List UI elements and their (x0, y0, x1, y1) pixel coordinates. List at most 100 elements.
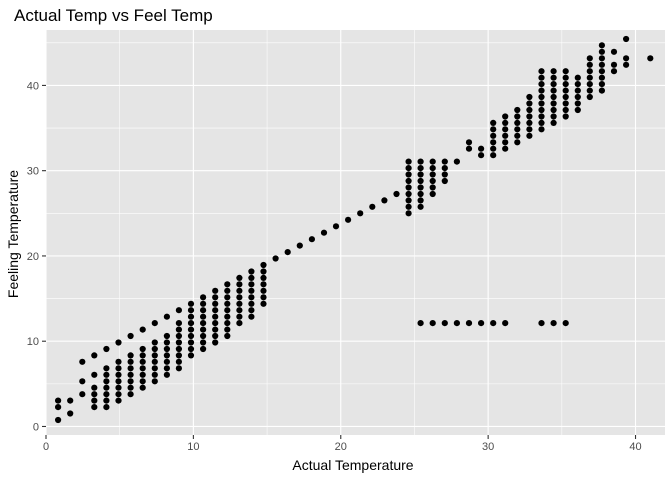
data-point (550, 106, 557, 114)
data-point (163, 365, 170, 372)
data-point (586, 55, 593, 62)
data-point (151, 352, 158, 359)
data-point (260, 287, 267, 294)
data-point (332, 223, 340, 230)
data-point (224, 326, 231, 333)
data-point (151, 320, 158, 327)
data-point (127, 365, 134, 372)
data-point (163, 345, 170, 353)
data-point (514, 106, 521, 114)
data-point (562, 74, 569, 81)
data-point (236, 300, 243, 307)
data-point (405, 177, 412, 185)
data-point (417, 171, 424, 178)
data-point (429, 171, 436, 178)
data-point (187, 326, 195, 333)
data-point (187, 345, 195, 353)
data-point (405, 184, 412, 191)
data-point (441, 165, 448, 172)
data-point (586, 74, 593, 81)
data-point (647, 55, 654, 62)
data-point (502, 132, 509, 139)
data-point (103, 345, 110, 353)
data-point (127, 391, 134, 398)
data-point (187, 313, 195, 320)
data-point (103, 371, 110, 378)
data-point (345, 216, 352, 223)
data-point (127, 384, 134, 391)
data-point (550, 113, 557, 120)
data-point (441, 158, 448, 165)
data-point (224, 281, 231, 288)
data-point (417, 197, 424, 204)
data-point (79, 358, 86, 365)
data-point (200, 313, 207, 320)
data-point (236, 287, 243, 294)
data-point (502, 113, 509, 120)
data-point (586, 81, 593, 88)
data-point (598, 42, 606, 49)
data-point (175, 307, 182, 314)
data-point (91, 391, 98, 398)
data-point (538, 68, 545, 75)
data-point (175, 365, 182, 372)
data-point (538, 81, 545, 88)
data-point (103, 365, 110, 372)
data-point (574, 100, 581, 107)
data-point (115, 365, 122, 372)
data-point (103, 384, 110, 391)
data-point (115, 397, 122, 404)
data-point (139, 378, 146, 385)
data-point (550, 100, 557, 107)
data-point (405, 197, 412, 204)
data-point (187, 352, 195, 359)
data-point (526, 93, 533, 101)
data-point (79, 391, 86, 398)
data-point (151, 371, 158, 378)
data-point (224, 320, 231, 327)
data-point (200, 320, 207, 327)
data-point (502, 320, 509, 327)
data-point (115, 378, 122, 385)
data-point (91, 397, 98, 404)
data-point (175, 326, 182, 333)
x-axis-title: Actual Temperature (292, 457, 413, 473)
data-point (526, 106, 533, 114)
data-point (586, 61, 593, 68)
x-tick-label: 20 (335, 441, 347, 453)
data-point (187, 320, 195, 327)
data-point (139, 384, 146, 391)
data-point (526, 126, 533, 133)
data-point (417, 158, 424, 165)
data-point (91, 384, 98, 391)
data-point (115, 384, 122, 391)
data-point (598, 81, 606, 88)
data-point (127, 332, 134, 340)
data-point (550, 119, 557, 126)
data-point (55, 416, 62, 424)
data-point (586, 87, 593, 94)
data-point (538, 320, 545, 327)
data-point (212, 326, 219, 333)
data-point (260, 300, 267, 307)
data-point (236, 294, 243, 301)
data-point (417, 320, 424, 327)
data-point (598, 68, 606, 75)
data-point (562, 100, 569, 107)
data-point (200, 345, 207, 353)
data-point (465, 320, 473, 327)
data-point (187, 332, 195, 340)
data-point (514, 132, 521, 139)
data-point (248, 300, 255, 307)
data-point (187, 339, 195, 346)
data-point (212, 300, 219, 307)
data-point (586, 93, 593, 101)
plot-panel (46, 30, 665, 435)
data-point (405, 203, 412, 210)
data-point (175, 345, 182, 353)
data-point (526, 119, 533, 126)
y-axis-title: Feeling Temperature (5, 170, 21, 298)
data-point (562, 93, 569, 101)
data-point (91, 371, 98, 378)
data-point (514, 119, 521, 126)
